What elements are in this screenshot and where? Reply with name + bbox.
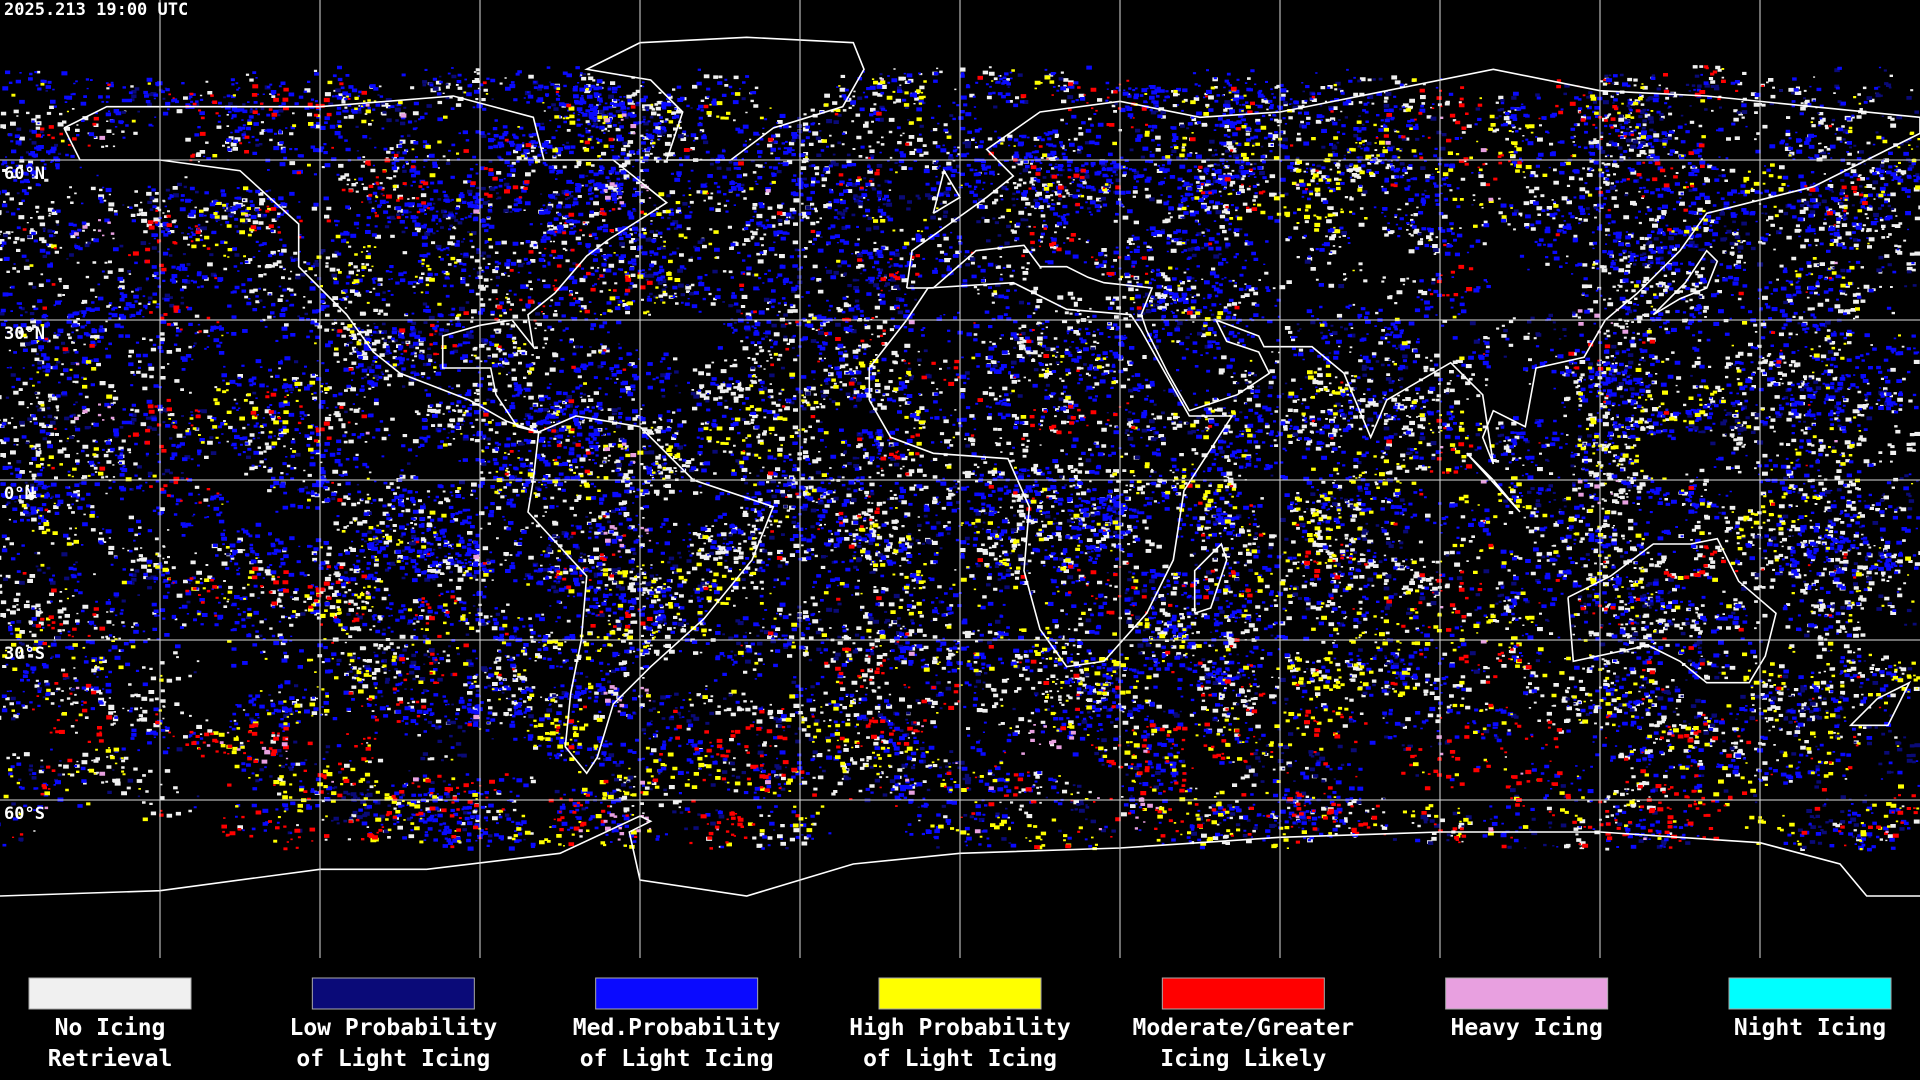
latitude-label: 30°S: [4, 644, 45, 664]
legend-swatch: [1728, 977, 1892, 1010]
legend-label: Moderate/Greater: [1133, 1015, 1355, 1041]
latitude-label: 0°N: [4, 484, 35, 504]
coastline: [527, 415, 775, 775]
timestamp: 2025.213 19:00 UTC: [4, 0, 188, 20]
coastline: [1466, 452, 1521, 513]
coastline: [1193, 542, 1228, 615]
legend-label: Night Icing: [1734, 1015, 1886, 1041]
legend-label: Icing Likely: [1160, 1046, 1326, 1072]
legend-label: No Icing: [55, 1015, 166, 1041]
graticule: [0, 0, 1920, 958]
latitude-label: 60°N: [4, 164, 45, 184]
legend-label: of Light Icing: [580, 1046, 774, 1072]
coastline: [63, 95, 669, 433]
coastline: [868, 281, 1234, 668]
legend-label: Retrieval: [48, 1046, 173, 1072]
legend-label: Heavy Icing: [1451, 1015, 1603, 1041]
legend: No Icing Retrieval Low Probability of Light…: [28, 977, 1892, 1072]
legend-swatch: [1445, 977, 1609, 1010]
coastline: [1848, 680, 1912, 727]
latitude-label: 60°S: [4, 804, 45, 824]
legend-label: Med.Probability: [573, 1015, 781, 1041]
legend-label: of Light Icing: [863, 1046, 1057, 1072]
legend-swatch: [311, 977, 475, 1010]
legend-swatch: [595, 977, 759, 1010]
legend-label: of Light Icing: [296, 1046, 490, 1072]
coastline: [1567, 537, 1777, 684]
legend-swatch: [1161, 977, 1325, 1010]
latitude-label: 30°N: [4, 324, 45, 344]
legend-swatch: [28, 977, 192, 1010]
coastline: [1652, 249, 1719, 316]
legend-label: High Probability: [849, 1015, 1071, 1041]
coastline: [932, 168, 962, 214]
legend-swatch: [878, 977, 1042, 1010]
legend-label: Low Probability: [289, 1015, 497, 1041]
